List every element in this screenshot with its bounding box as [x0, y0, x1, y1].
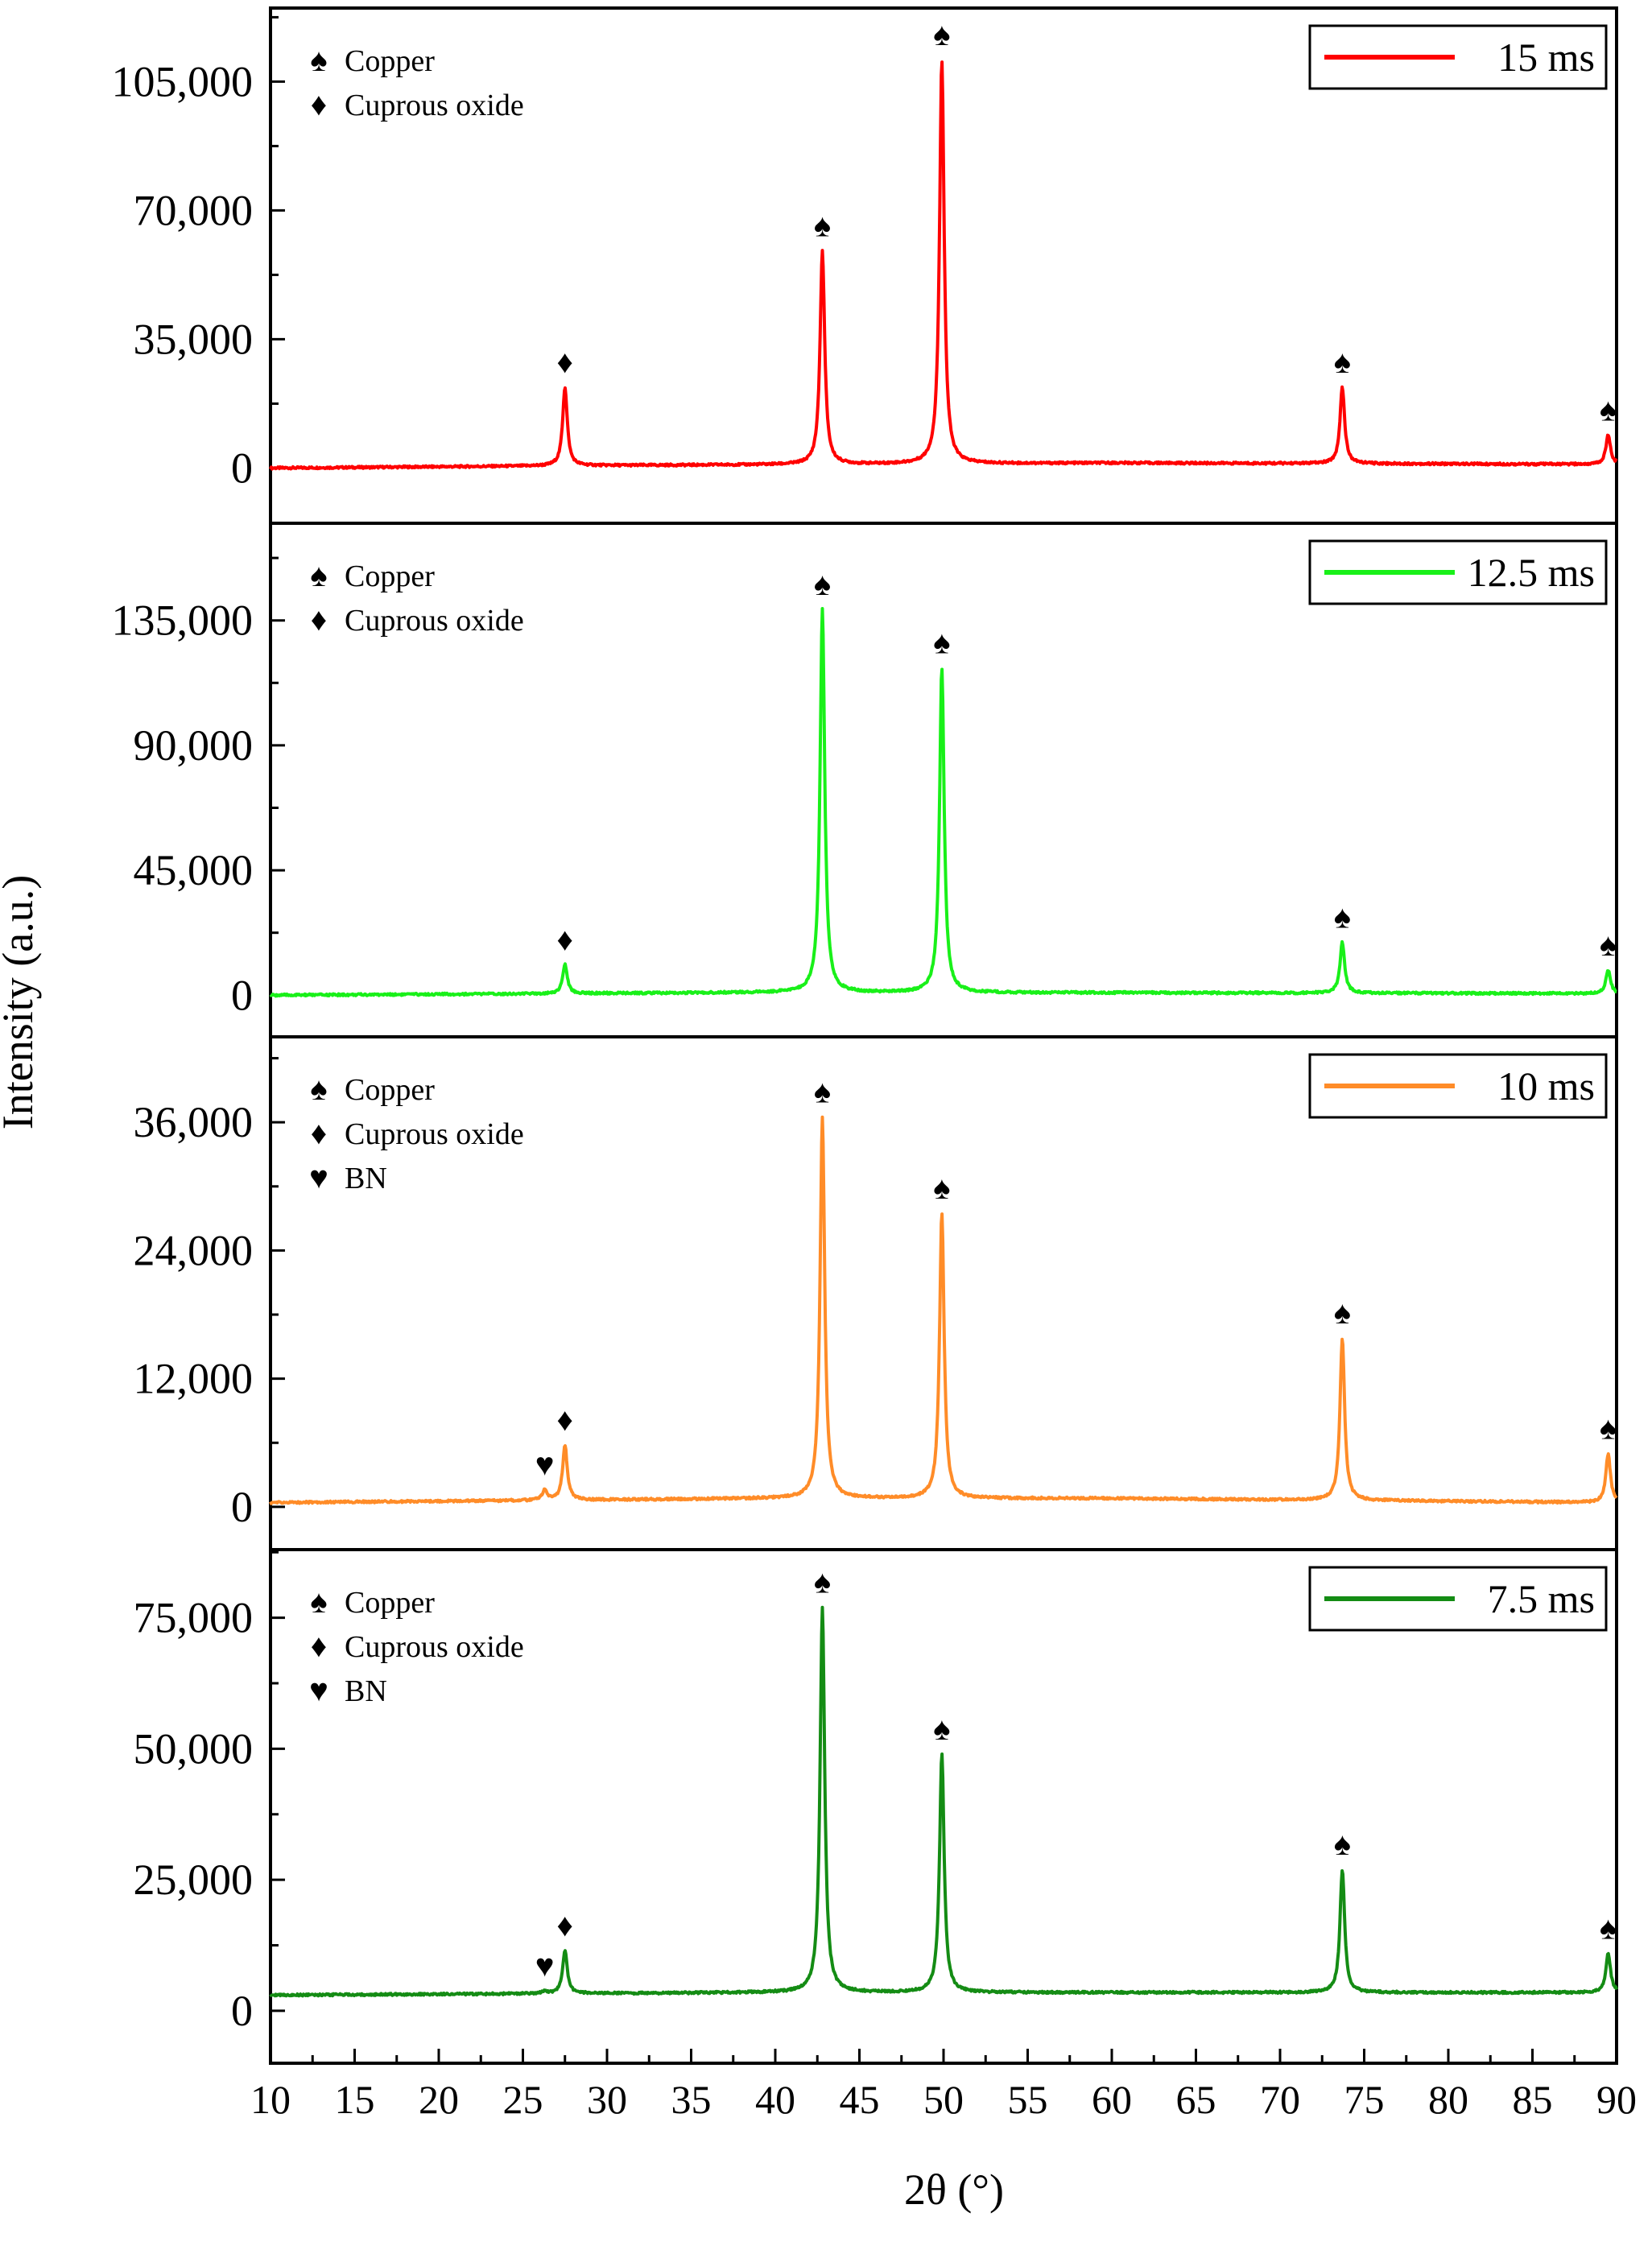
- peak-marker-copper: ♠: [1334, 1826, 1351, 1862]
- peak-marker-copper: ♠: [933, 1711, 950, 1747]
- x-tick-label: 20: [419, 2077, 459, 2122]
- x-tick-label: 80: [1428, 2077, 1468, 2122]
- peak-marker-copper: ♠: [1600, 391, 1617, 427]
- x-tick-label: 25: [503, 2077, 543, 2122]
- key-symbol-bn: ♥: [309, 1672, 328, 1708]
- y-tick-label: 24,000: [134, 1226, 254, 1274]
- x-tick-label: 15: [335, 2077, 375, 2122]
- y-tick-label: 0: [231, 971, 253, 1019]
- key-label-bn: BN: [345, 1674, 387, 1708]
- peak-marker-bn: ♥: [535, 1447, 555, 1483]
- x-tick-label: 10: [250, 2077, 291, 2122]
- key-label-cuprous-oxide: Cuprous oxide: [345, 1630, 524, 1664]
- y-tick-label: 105,000: [112, 57, 254, 105]
- peak-marker-copper: ♠: [1600, 1410, 1617, 1447]
- y-tick-label: 70,000: [134, 186, 254, 234]
- peak-marker-copper: ♠: [933, 1170, 950, 1206]
- peak-marker-cuprous-oxide: ♦: [557, 1402, 573, 1438]
- y-tick-label: 36,000: [134, 1098, 254, 1146]
- key-symbol-cuprous-oxide: ♦: [311, 601, 327, 638]
- key-label-cuprous-oxide: Cuprous oxide: [345, 1117, 524, 1151]
- key-symbol-copper: ♠: [310, 1583, 327, 1620]
- peak-marker-copper: ♠: [1600, 927, 1617, 963]
- legend-label: 10 ms: [1497, 1063, 1595, 1108]
- peak-marker-copper: ♠: [814, 1564, 831, 1600]
- x-tick-label: 30: [587, 2077, 627, 2122]
- x-tick-label: 60: [1092, 2077, 1132, 2122]
- key-symbol-cuprous-oxide: ♦: [311, 1628, 327, 1664]
- series-line-7-5-ms: [269, 1605, 1618, 1998]
- peak-marker-cuprous-oxide: ♦: [557, 1907, 573, 1943]
- peak-marker-copper: ♠: [933, 624, 950, 660]
- key-label-copper: Copper: [345, 44, 435, 78]
- key-label-copper: Copper: [345, 1073, 435, 1107]
- y-tick-label: 90,000: [134, 721, 254, 770]
- peak-marker-copper: ♠: [814, 1074, 831, 1110]
- x-tick-label: 65: [1176, 2077, 1216, 2122]
- key-label-copper: Copper: [345, 559, 435, 593]
- series-line-15-ms: [269, 60, 1618, 471]
- peak-marker-copper: ♠: [1600, 1909, 1617, 1946]
- peak-marker-copper: ♠: [814, 566, 831, 602]
- legend-label: 7.5 ms: [1488, 1576, 1595, 1621]
- panels: 0 35,000 70,000 105,000 ♦ ♠ ♠ ♠ ♠ ♠ Copper ♦ Cuprous…: [112, 6, 1618, 2065]
- key-label-cuprous-oxide: Cuprous oxide: [345, 604, 524, 638]
- legend-label: 12.5 ms: [1468, 550, 1595, 595]
- peak-marker-cuprous-oxide: ♦: [557, 921, 573, 957]
- series-line-10-ms: [269, 1115, 1618, 1505]
- y-tick-label: 50,000: [134, 1724, 254, 1773]
- y-tick-label: 0: [231, 1483, 253, 1531]
- peak-marker-bn: ♥: [535, 1947, 555, 1984]
- key-symbol-bn: ♥: [309, 1159, 328, 1195]
- y-tick-label: 0: [231, 444, 253, 492]
- x-tick-label: 55: [1008, 2077, 1048, 2122]
- peak-marker-copper: ♠: [814, 208, 831, 244]
- y-tick-label: 45,000: [134, 846, 254, 894]
- key-label-bn: BN: [345, 1162, 387, 1195]
- key-label-copper: Copper: [345, 1586, 435, 1620]
- x-tick-label: 50: [923, 2077, 964, 2122]
- key-symbol-copper: ♠: [310, 42, 327, 78]
- y-tick-label: 75,000: [134, 1594, 254, 1642]
- legend-label: 15 ms: [1497, 35, 1595, 80]
- key-symbol-cuprous-oxide: ♦: [311, 1115, 327, 1151]
- y-tick-label: 12,000: [134, 1355, 254, 1403]
- peak-marker-copper: ♠: [1334, 899, 1351, 935]
- key-symbol-copper: ♠: [310, 1071, 327, 1107]
- series-line-12-5-ms: [269, 607, 1618, 998]
- key-symbol-cuprous-oxide: ♦: [311, 86, 327, 122]
- y-tick-label: 25,000: [134, 1856, 254, 1904]
- key-symbol-copper: ♠: [310, 557, 327, 593]
- peak-marker-copper: ♠: [933, 16, 950, 52]
- x-tick-label: 45: [840, 2077, 880, 2122]
- x-tick-label: 35: [671, 2077, 712, 2122]
- peak-marker-copper: ♠: [1334, 1294, 1351, 1331]
- x-axis-title: 2θ (°): [904, 2165, 1004, 2214]
- key-label-cuprous-oxide: Cuprous oxide: [345, 89, 524, 122]
- x-tick-label: 90: [1596, 2077, 1637, 2122]
- x-tick-label: 70: [1260, 2077, 1300, 2122]
- y-tick-label: 35,000: [134, 315, 254, 363]
- x-tick-label: 75: [1344, 2077, 1385, 2122]
- y-tick-label: 0: [231, 1987, 253, 2035]
- x-tick-label: 40: [755, 2077, 795, 2122]
- panel-15-ms: 0 35,000 70,000 105,000 ♦ ♠ ♠ ♠ ♠ ♠ Copper ♦ Cuprous…: [112, 6, 1618, 525]
- x-tick-label: 85: [1513, 2077, 1553, 2122]
- peak-marker-cuprous-oxide: ♦: [557, 344, 573, 380]
- y-tick-label: 135,000: [112, 597, 254, 645]
- y-axis-title: Intensity (a.u.): [0, 875, 42, 1129]
- x-axis: 10 15 20 25 30 35 40 45 50 55 60 65 70 75 80 85 90: [250, 2049, 1637, 2122]
- panel-12-5-ms: 0 45,000 90,000 135,000 ♦ ♠ ♠ ♠ ♠ ♠ Copper ♦ Cuprous…: [112, 522, 1618, 1038]
- peak-marker-copper: ♠: [1334, 344, 1351, 380]
